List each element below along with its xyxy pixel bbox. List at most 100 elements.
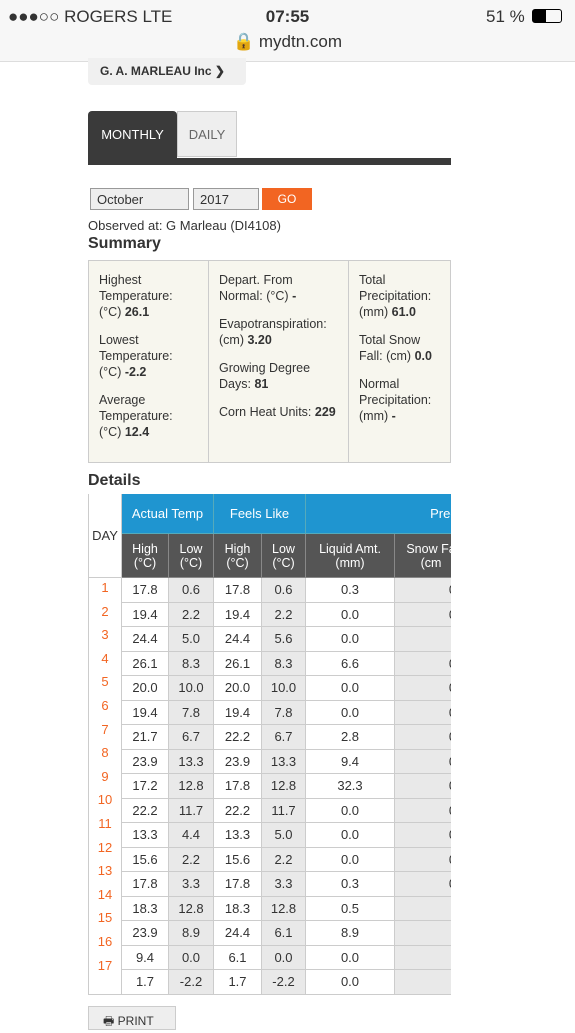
summary-column: Total Precipitation: (mm) 61.0 Total Snow…: [348, 261, 452, 462]
table-cell: 12.8: [262, 896, 306, 921]
day-link[interactable]: 13: [97, 863, 113, 879]
table-cell: 0.5: [306, 896, 395, 921]
tab[interactable]: DAILY: [177, 111, 237, 157]
table-cell: 17.8: [214, 872, 262, 897]
day-link[interactable]: 4: [101, 650, 109, 666]
column-header-line: Low: [272, 541, 295, 556]
day-link[interactable]: 1: [101, 580, 109, 595]
table-cell: 0.0: [169, 945, 214, 970]
table-cell: 12.8: [262, 774, 306, 799]
table-cell: 0.0: [395, 872, 451, 897]
table-cell: 0.0: [395, 823, 451, 848]
day-link[interactable]: 14: [97, 886, 113, 902]
url[interactable]: 🔒 mydtn.com: [232, 32, 343, 51]
observed: Observed at: G Marleau (DI4108): [88, 218, 281, 233]
table-cell: 12.8: [169, 774, 214, 799]
table-cell: 15.6: [214, 847, 262, 872]
table-cell: 0.0: [395, 798, 451, 823]
day-link[interactable]: 17: [97, 957, 113, 973]
table-cell: 17.8: [214, 774, 262, 799]
table-cell: 0.3: [306, 578, 395, 603]
table-cell: 0.0: [395, 700, 451, 725]
status-bar: ●●●○○ ROGERS LTE 07:55 51 % 🔒 mydtn.com: [0, 0, 575, 62]
column-header: High (°C): [122, 534, 169, 578]
table-cell: 7.8: [169, 700, 214, 725]
day-link[interactable]: 10: [97, 792, 113, 808]
table-cell: 7.8: [262, 700, 306, 725]
table-cell: -2.2: [169, 970, 214, 995]
print-button[interactable]: 🖶 PRINT: [88, 1006, 176, 1030]
day-link[interactable]: 9: [101, 768, 109, 784]
battery-icon: [532, 9, 562, 23]
table-cell: 17.2: [122, 774, 169, 799]
table-cell: 19.4: [214, 602, 262, 627]
table-cell: 0.0: [306, 823, 395, 848]
column-header-line: High: [132, 541, 158, 556]
column-header-line: High: [224, 541, 251, 556]
go-button[interactable]: GO: [262, 188, 312, 210]
day-link[interactable]: 2: [101, 603, 109, 619]
day-link[interactable]: 6: [101, 698, 109, 713]
group-header: Precip: [306, 494, 451, 534]
table-cell: 21.7: [122, 725, 169, 750]
time: 07:55: [265, 7, 310, 26]
summary-label: Corn Heat Units:: [219, 405, 312, 419]
table-cell: 6.6: [306, 651, 395, 676]
summary-label: Lowest Temperature: (°C): [99, 333, 173, 379]
day-link[interactable]: 11: [98, 816, 112, 831]
table-cell: 6.7: [169, 725, 214, 750]
summary-label: Growing Degree Days:: [219, 361, 311, 391]
table-cell: 5.6: [262, 627, 306, 652]
table-cell: 9.4: [306, 749, 395, 774]
summary-value: 81: [254, 377, 269, 391]
tab[interactable]: MONTHLY: [88, 111, 177, 161]
summary-item: Growing Degree Days: 81: [219, 360, 338, 392]
table-cell: 1.7: [214, 970, 262, 995]
month-select[interactable]: October: [90, 188, 189, 210]
table-cell: 13.3: [214, 823, 262, 848]
table-cell: 0.0: [306, 970, 395, 995]
column-header-line: (°C): [133, 555, 157, 570]
year-select[interactable]: 2017: [193, 188, 259, 210]
summary-column: Highest Temperature: (°C) 26.1 Lowest Tem…: [89, 261, 208, 462]
summary-item: Normal Precipitation: (mm) -: [359, 376, 442, 424]
day-link[interactable]: 7: [101, 721, 109, 737]
column-header-line: Low: [179, 541, 203, 556]
table-cell: -: [395, 627, 451, 652]
table-cell: 22.2: [214, 798, 262, 823]
table-cell: 0.0: [306, 627, 395, 652]
table-cell: 0.0: [395, 847, 451, 872]
table-cell: 19.4: [214, 700, 262, 725]
table-cell: 0.0: [306, 945, 395, 970]
summary-label: Evapotranspiration: (cm): [219, 317, 327, 347]
table-cell: 0.0: [395, 774, 451, 799]
day-column: [88, 578, 122, 995]
table-cell: 3.3: [262, 872, 306, 897]
table-cell: 0.0: [395, 676, 451, 701]
day-header: DAY: [88, 494, 122, 578]
summary-value: 12.4: [124, 425, 150, 439]
table-cell: 0.0: [262, 945, 306, 970]
day-link[interactable]: 8: [101, 745, 109, 761]
day-link[interactable]: 16: [97, 934, 113, 949]
day-link[interactable]: 3: [101, 627, 109, 643]
url-text: mydtn.com: [258, 32, 343, 51]
day-link[interactable]: 12: [97, 839, 113, 855]
column-header: Liquid Amt. (mm): [306, 534, 395, 578]
table-cell: 0.0: [395, 602, 451, 627]
column-header-line: (°C): [179, 555, 203, 570]
summary-value: -: [292, 289, 297, 303]
table-cell: 2.2: [169, 602, 214, 627]
summary-value: -: [391, 409, 396, 423]
day-link[interactable]: 5: [101, 674, 109, 690]
summary-label: Total Precipitation: (mm): [359, 273, 432, 319]
summary-value: 61.0: [391, 305, 416, 319]
table-cell: 15.6: [122, 847, 169, 872]
table-cell: 0.0: [306, 700, 395, 725]
summary-item: Evapotranspiration: (cm) 3.20: [219, 316, 338, 348]
day-link[interactable]: 15: [97, 910, 113, 926]
account-dropdown[interactable]: G. A. MARLEAU Inc ❯: [88, 58, 246, 85]
table-cell: 26.1: [214, 651, 262, 676]
summary-value: 3.20: [247, 333, 272, 347]
